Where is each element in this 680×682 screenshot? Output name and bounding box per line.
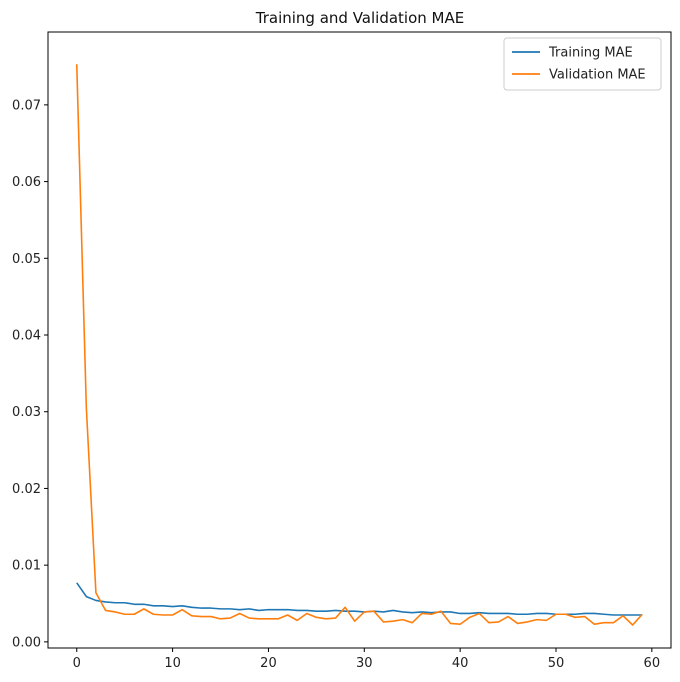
y-tick-label: 0.00 <box>12 635 41 650</box>
legend-label: Training MAE <box>548 46 633 61</box>
x-tick-label: 60 <box>644 656 661 671</box>
y-tick-label: 0.01 <box>12 559 41 574</box>
y-tick-label: 0.05 <box>12 252 41 267</box>
y-tick-label: 0.03 <box>12 405 41 420</box>
y-tick-label: 0.02 <box>12 482 41 497</box>
x-tick-label: 0 <box>73 656 81 671</box>
x-tick-label: 40 <box>452 656 469 671</box>
x-tick-label: 20 <box>260 656 277 671</box>
y-tick-label: 0.06 <box>12 175 41 190</box>
chart-title: Training and Validation MAE <box>255 9 464 27</box>
x-tick-label: 50 <box>548 656 565 671</box>
legend-label: Validation MAE <box>549 68 646 83</box>
series-line-validation-mae <box>75 64 643 626</box>
plot-area: 0 10 20 30 40 50 60 0.00 0.01 0.02 0.03 0.04 0.05 0.0… <box>12 31 672 671</box>
series-line-training-mae <box>76 582 643 616</box>
y-tick-label: 0.07 <box>12 98 41 113</box>
plot-frame <box>47 31 672 649</box>
x-tick-label: 30 <box>356 656 373 671</box>
x-tick-label: 10 <box>164 656 181 671</box>
legend-box <box>503 37 662 91</box>
y-tick-label: 0.04 <box>12 329 41 344</box>
